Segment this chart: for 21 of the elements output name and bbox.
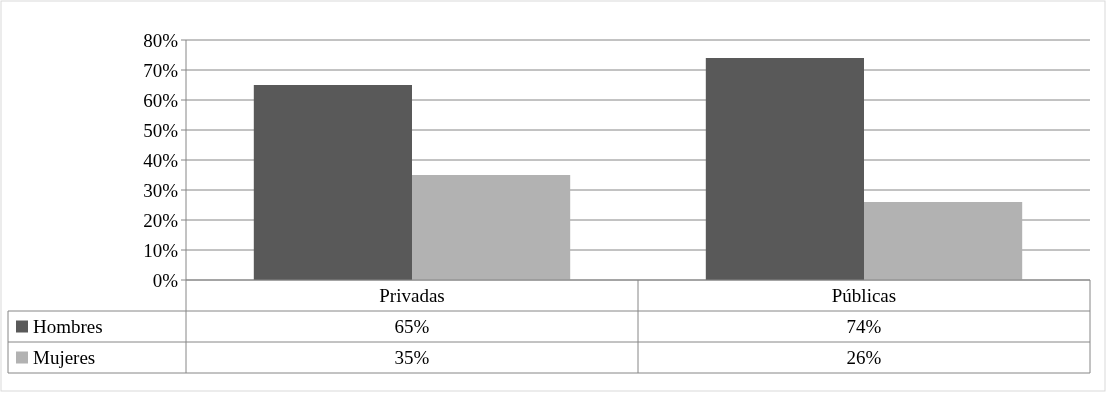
y-tick-label: 70% bbox=[143, 59, 179, 81]
y-tick-label: 40% bbox=[143, 149, 179, 171]
bar bbox=[705, 58, 864, 280]
data-label: 65% bbox=[394, 316, 430, 338]
legend-label: Mujeres bbox=[33, 347, 96, 369]
y-tick-label: 80% bbox=[143, 29, 179, 51]
bar bbox=[412, 175, 571, 280]
y-tick-label: 10% bbox=[143, 239, 179, 261]
data-label: 35% bbox=[394, 347, 430, 369]
bar bbox=[864, 202, 1023, 280]
y-tick-label: 0% bbox=[152, 269, 179, 291]
y-tick-label: 60% bbox=[143, 89, 179, 111]
x-tick-label: Públicas bbox=[831, 285, 897, 307]
data-label: 74% bbox=[846, 316, 882, 338]
x-tick-label: Privadas bbox=[379, 285, 445, 307]
y-tick-label: 30% bbox=[143, 179, 179, 201]
bar bbox=[253, 85, 412, 280]
data-label: 26% bbox=[846, 347, 882, 369]
y-tick-label: 50% bbox=[143, 119, 179, 141]
legend-label: Hombres bbox=[33, 316, 103, 338]
y-tick-label: 20% bbox=[143, 209, 179, 231]
